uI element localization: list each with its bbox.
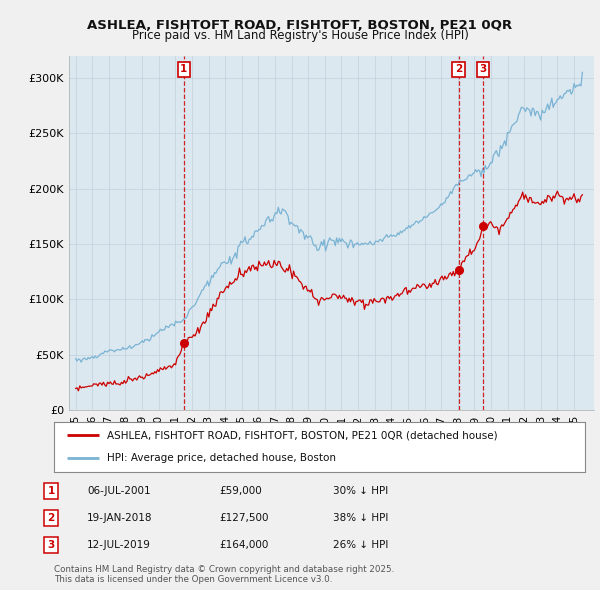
Text: 06-JUL-2001: 06-JUL-2001 bbox=[87, 486, 151, 496]
Text: Price paid vs. HM Land Registry's House Price Index (HPI): Price paid vs. HM Land Registry's House … bbox=[131, 30, 469, 42]
Text: 12-JUL-2019: 12-JUL-2019 bbox=[87, 540, 151, 550]
Text: £164,000: £164,000 bbox=[219, 540, 268, 550]
Text: 1: 1 bbox=[180, 64, 187, 74]
Text: ASHLEA, FISHTOFT ROAD, FISHTOFT, BOSTON, PE21 0QR: ASHLEA, FISHTOFT ROAD, FISHTOFT, BOSTON,… bbox=[88, 19, 512, 32]
Text: 2: 2 bbox=[47, 513, 55, 523]
Text: £59,000: £59,000 bbox=[219, 486, 262, 496]
Text: 38% ↓ HPI: 38% ↓ HPI bbox=[333, 513, 388, 523]
Text: 1: 1 bbox=[47, 486, 55, 496]
Text: 2: 2 bbox=[455, 64, 462, 74]
Text: ASHLEA, FISHTOFT ROAD, FISHTOFT, BOSTON, PE21 0QR (detached house): ASHLEA, FISHTOFT ROAD, FISHTOFT, BOSTON,… bbox=[107, 430, 498, 440]
Text: 19-JAN-2018: 19-JAN-2018 bbox=[87, 513, 152, 523]
Text: Contains HM Land Registry data © Crown copyright and database right 2025.
This d: Contains HM Land Registry data © Crown c… bbox=[54, 565, 394, 584]
Text: £127,500: £127,500 bbox=[219, 513, 269, 523]
Text: HPI: Average price, detached house, Boston: HPI: Average price, detached house, Bost… bbox=[107, 454, 336, 464]
Text: 30% ↓ HPI: 30% ↓ HPI bbox=[333, 486, 388, 496]
Text: 3: 3 bbox=[479, 64, 487, 74]
Text: 3: 3 bbox=[47, 540, 55, 550]
Text: 26% ↓ HPI: 26% ↓ HPI bbox=[333, 540, 388, 550]
